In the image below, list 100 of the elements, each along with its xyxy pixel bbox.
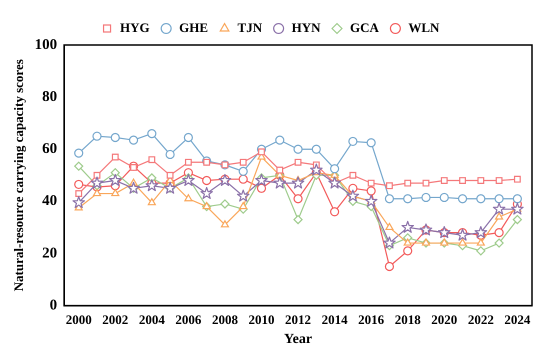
- point: [383, 236, 396, 249]
- point: [496, 177, 503, 184]
- point: [366, 138, 376, 148]
- y-tick-label: 80: [42, 88, 58, 105]
- point: [401, 220, 414, 233]
- x-tick-label: 2002: [102, 312, 128, 327]
- point: [456, 228, 469, 241]
- legend-label: GHE: [179, 20, 208, 35]
- point: [364, 194, 378, 207]
- point: [92, 132, 102, 141]
- point: [111, 188, 120, 196]
- point: [146, 179, 158, 192]
- point: [256, 184, 266, 193]
- point: [130, 164, 137, 171]
- y-tick-label: 20: [42, 245, 58, 262]
- point: [403, 194, 412, 204]
- point: [74, 148, 84, 158]
- x-tick-label: 2008: [212, 312, 238, 327]
- point: [514, 176, 521, 183]
- point: [220, 220, 230, 228]
- point: [495, 212, 504, 220]
- point: [220, 199, 230, 209]
- point: [240, 158, 247, 166]
- point: [346, 190, 360, 202]
- point: [275, 136, 284, 145]
- x-tick-label: 2024: [504, 312, 531, 327]
- y-tick-label: 0: [50, 297, 58, 314]
- point: [292, 176, 304, 189]
- y-tick-label: 100: [34, 36, 58, 53]
- point: [492, 202, 506, 215]
- x-tick-label: 2012: [285, 312, 312, 327]
- point: [512, 194, 522, 204]
- point: [422, 180, 430, 187]
- point: [403, 246, 412, 256]
- point: [148, 156, 156, 164]
- x-tick-label: 2010: [248, 312, 274, 327]
- x-tick-label: 2018: [394, 312, 422, 327]
- x-axis-title: Year: [284, 332, 312, 348]
- point: [166, 172, 174, 179]
- point: [293, 144, 303, 154]
- point: [273, 176, 286, 189]
- point: [75, 190, 82, 197]
- point: [404, 180, 412, 187]
- point: [293, 194, 303, 204]
- x-tick-label: 2004: [138, 312, 166, 327]
- legend-label: WLN: [408, 20, 440, 35]
- x-tick-label: 2000: [66, 312, 92, 327]
- point: [128, 136, 138, 145]
- point: [386, 182, 393, 190]
- legend-label: GCA: [350, 20, 380, 35]
- point: [494, 238, 504, 248]
- point: [202, 176, 212, 186]
- point: [74, 180, 84, 190]
- point: [112, 154, 119, 160]
- point: [108, 174, 122, 186]
- y-tick-label: 60: [42, 141, 58, 158]
- point: [421, 192, 431, 202]
- point: [236, 190, 250, 202]
- point: [404, 238, 412, 246]
- point: [255, 174, 268, 186]
- point: [348, 136, 358, 146]
- point: [92, 188, 102, 196]
- point: [494, 228, 504, 238]
- point: [148, 198, 156, 206]
- y-axis-title: Natural-resource carrying capacity scores: [11, 59, 26, 292]
- point: [476, 238, 485, 246]
- point: [458, 194, 468, 204]
- point: [184, 194, 192, 202]
- point: [440, 177, 448, 184]
- point: [385, 222, 394, 230]
- point: [494, 194, 504, 204]
- point: [182, 174, 195, 186]
- point: [110, 132, 120, 142]
- legend-label: HYN: [292, 20, 322, 35]
- point: [384, 262, 394, 272]
- point: [384, 194, 394, 204]
- point: [458, 238, 467, 246]
- point: [476, 246, 486, 256]
- point: [512, 215, 522, 224]
- point: [459, 177, 466, 184]
- legend-label: TJN: [238, 20, 263, 35]
- x-tick-label: 2014: [322, 312, 348, 327]
- point: [476, 194, 486, 204]
- point: [184, 132, 193, 142]
- point: [72, 196, 86, 208]
- point: [239, 202, 248, 210]
- point: [440, 192, 449, 202]
- point: [368, 180, 375, 187]
- point: [166, 150, 175, 160]
- legend-label: HYG: [120, 20, 150, 35]
- point: [366, 186, 376, 196]
- point: [328, 176, 341, 189]
- point: [310, 163, 323, 176]
- x-tick-label: 2016: [358, 312, 385, 327]
- point: [276, 166, 284, 174]
- point: [74, 162, 84, 171]
- point: [94, 172, 100, 179]
- x-tick-label: 2022: [468, 312, 494, 327]
- x-tick-label: 2006: [175, 312, 202, 327]
- x-tick-label: 2020: [431, 312, 458, 327]
